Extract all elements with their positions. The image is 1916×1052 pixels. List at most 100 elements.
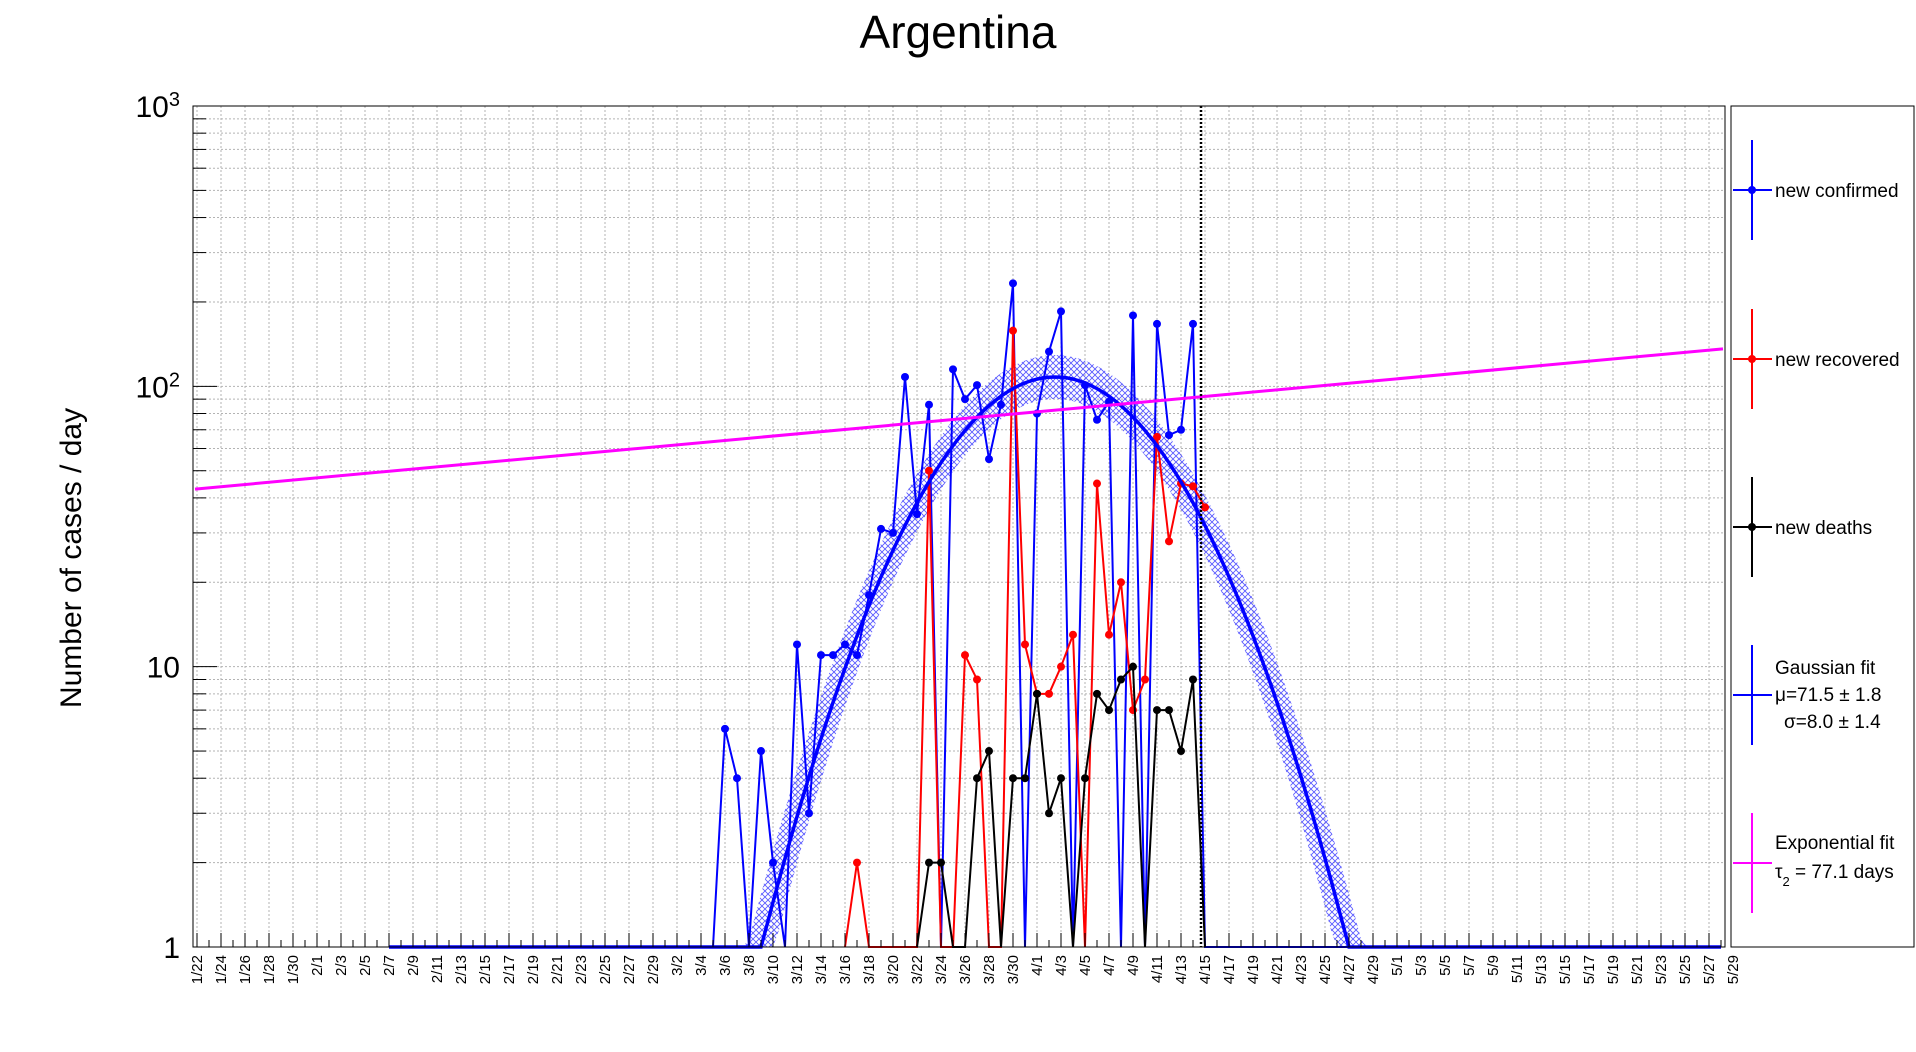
data-point <box>877 524 885 533</box>
x-tick-label: 2/23 <box>573 955 590 984</box>
data-point <box>1093 415 1101 424</box>
data-point <box>1009 279 1017 288</box>
x-tick-label: 5/1 <box>1389 955 1406 976</box>
data-point <box>973 675 981 684</box>
x-tick-label: 2/17 <box>501 955 518 984</box>
x-tick-label: 3/20 <box>885 955 902 984</box>
data-point <box>841 640 849 649</box>
data-point <box>1165 706 1173 715</box>
x-tick-label: 1/26 <box>237 955 254 984</box>
data-point <box>1105 630 1113 639</box>
x-tick-label: 3/14 <box>813 955 830 984</box>
x-tick-label: 2/27 <box>621 955 638 984</box>
axes: 1 10 102 103 1/22 1/24 1/26 1/28 1/30 2/1 2/3 2/5 2/… <box>136 89 1746 984</box>
data-point <box>1093 479 1101 488</box>
x-tick-label: 4/23 <box>1293 955 1310 984</box>
legend-marker <box>1748 186 1756 194</box>
data-point <box>1129 662 1137 671</box>
x-tick-label: 2/3 <box>333 955 350 976</box>
x-tick-label: 3/28 <box>981 955 998 984</box>
legend-label: new deaths <box>1775 518 1872 539</box>
data-point <box>1189 319 1197 328</box>
data-point <box>985 747 993 756</box>
x-tick-label: 4/13 <box>1173 955 1190 984</box>
data-point <box>1033 689 1041 698</box>
x-tick-label: 2/15 <box>477 955 494 984</box>
x-tick-label: 2/29 <box>645 955 662 984</box>
legend-label: Exponential fit <box>1775 833 1895 854</box>
data-point <box>997 400 1005 409</box>
gaussian-band-area <box>389 355 1721 947</box>
data-point <box>1045 809 1053 818</box>
x-tick-label: 2/13 <box>453 955 470 984</box>
chart-title: Argentina <box>860 6 1057 58</box>
data-point <box>925 858 933 867</box>
x-tick-label: 5/7 <box>1461 955 1478 976</box>
legend-label: Gaussian fit <box>1775 658 1876 679</box>
x-tick-label: 3/22 <box>909 955 926 984</box>
x-tick-label: 5/15 <box>1557 955 1574 984</box>
data-point <box>817 651 825 660</box>
x-tick-label: 3/16 <box>837 955 854 984</box>
plot-series <box>389 279 1721 948</box>
x-tick-label: 2/9 <box>405 955 422 976</box>
data-point <box>1057 774 1065 783</box>
data-point <box>721 724 729 733</box>
x-tick-label: 1/28 <box>261 955 278 984</box>
x-tick-label: 5/9 <box>1485 955 1502 976</box>
x-tick-label: 3/4 <box>693 955 710 976</box>
legend-entry: new deaths <box>1733 477 1872 577</box>
data-point <box>1165 431 1173 440</box>
data-point <box>1045 347 1053 356</box>
x-tick-label: 4/1 <box>1029 955 1046 976</box>
data-point <box>925 400 933 409</box>
data-point <box>1129 311 1137 320</box>
data-point <box>793 640 801 649</box>
x-tick-label: 3/6 <box>717 955 734 976</box>
data-point <box>1057 307 1065 316</box>
legend-entry: Gaussian fit μ=71.5 ± 1.8 σ=8.0 ± 1.4 <box>1733 645 1881 745</box>
x-tick-label: 1/22 <box>189 955 206 984</box>
legend-param: μ=71.5 ± 1.8 <box>1775 685 1881 706</box>
legend: new confirmed new recovered new deaths Gaus… <box>1730 105 1915 948</box>
data-point <box>913 510 921 519</box>
x-tick-label: 4/11 <box>1149 955 1166 983</box>
data-point <box>937 858 945 867</box>
y-tick-label: 1 <box>163 932 180 965</box>
data-point <box>1117 578 1125 587</box>
x-tick-label: 4/29 <box>1365 955 1382 984</box>
data-point <box>1081 774 1089 783</box>
data-point <box>973 774 981 783</box>
data-point <box>1105 706 1113 715</box>
x-tick-label: 5/13 <box>1533 955 1550 984</box>
data-point <box>1009 326 1017 335</box>
data-point <box>961 395 969 404</box>
x-tick-label: 5/5 <box>1437 955 1454 976</box>
data-point <box>1153 319 1161 328</box>
x-tick-label: 5/25 <box>1677 955 1694 984</box>
x-tick-label: 2/1 <box>309 955 326 976</box>
series-new-deaths <box>916 662 1206 948</box>
x-tick-label: 2/5 <box>357 955 374 976</box>
gaussian-error-band <box>389 355 1721 947</box>
data-point <box>829 651 837 660</box>
x-tick-label: 5/19 <box>1605 955 1622 984</box>
gaussian-fit-curve <box>389 375 1721 949</box>
x-tick-label: 3/8 <box>741 955 758 976</box>
x-tick-label: 2/7 <box>381 955 398 976</box>
x-tick-label: 4/27 <box>1341 955 1358 984</box>
data-point <box>757 747 765 756</box>
data-point <box>1201 503 1209 512</box>
data-point <box>1021 774 1029 783</box>
x-tick-label: 2/19 <box>525 955 542 984</box>
y-axis-title: Number of cases / day <box>55 408 88 708</box>
x-tick-label: 5/21 <box>1629 955 1646 984</box>
legend-label: new confirmed <box>1775 181 1899 202</box>
legend-marker <box>1748 355 1756 363</box>
data-point <box>1045 689 1053 698</box>
x-tick-label: 4/15 <box>1197 955 1214 984</box>
legend-entry: new confirmed <box>1733 140 1899 240</box>
data-point <box>769 858 777 867</box>
y-tick-label: 103 <box>136 89 181 124</box>
x-tick-label: 3/26 <box>957 955 974 984</box>
